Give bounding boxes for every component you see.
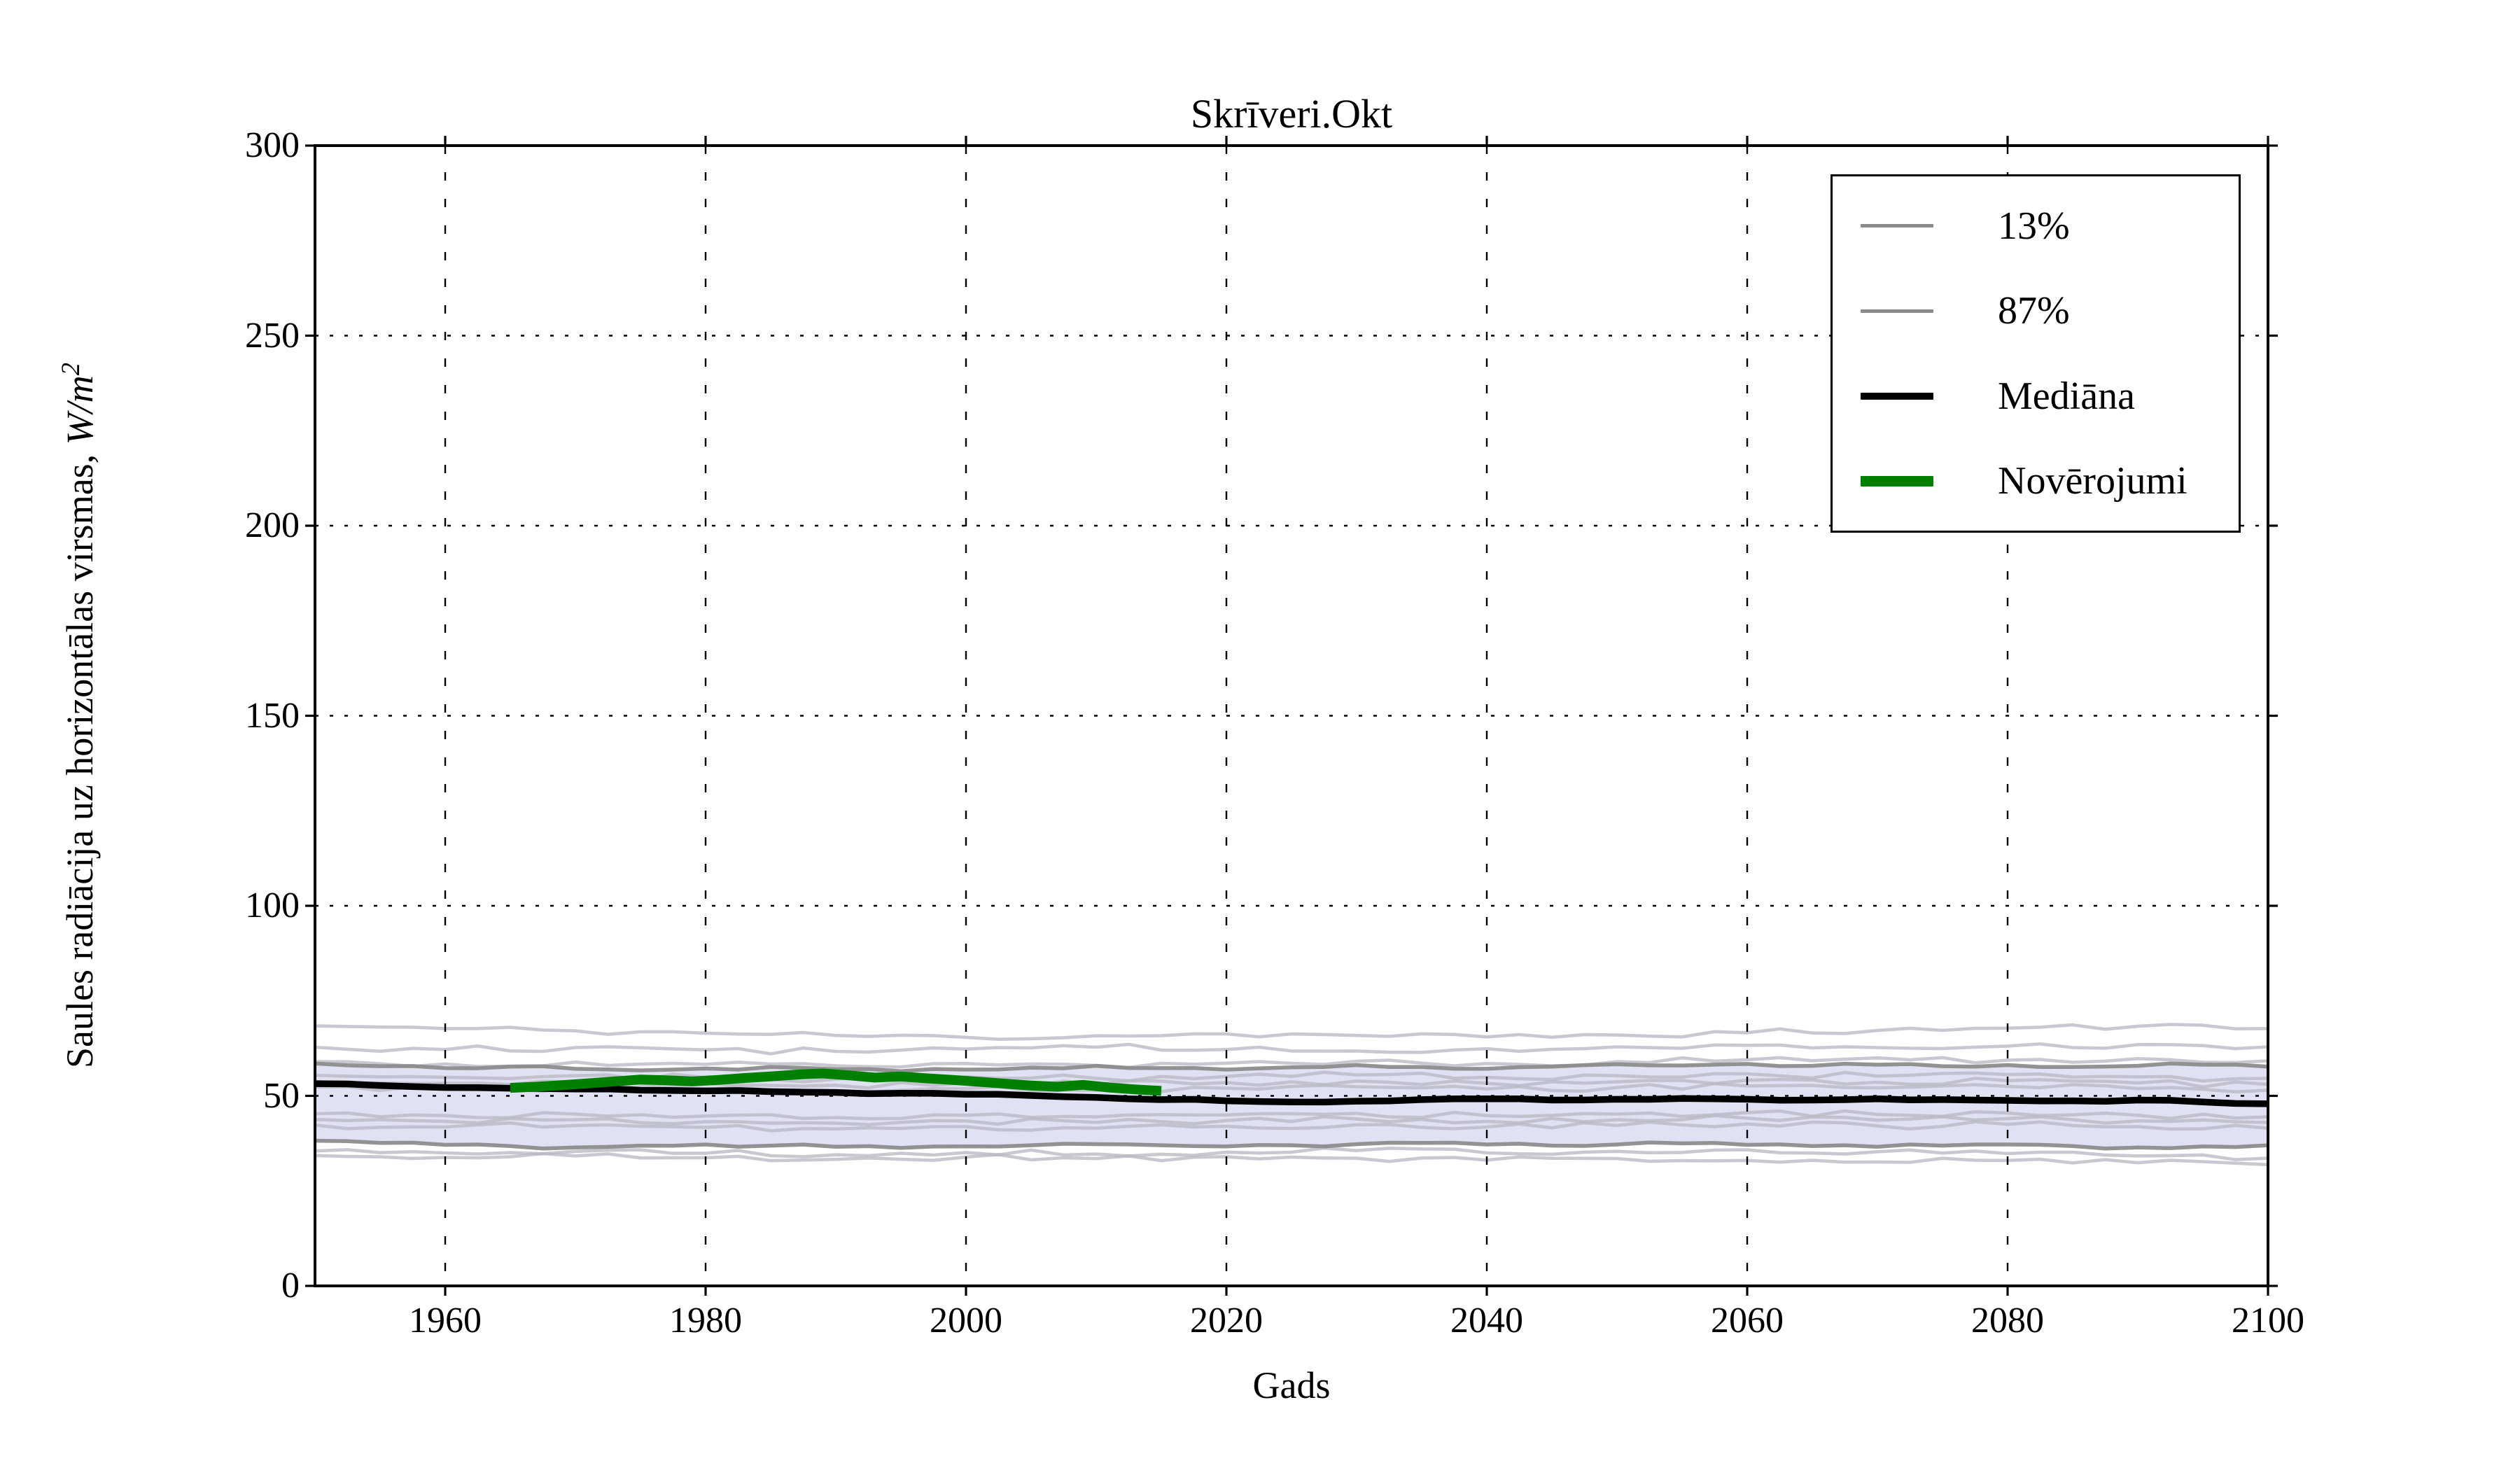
legend-item-87pct: 87%: [1861, 290, 2239, 332]
axis-ticks: [305, 136, 2278, 1296]
legend-line-sample-noverojumi: [1861, 475, 1933, 486]
x-tick-label: 2000: [930, 1301, 1002, 1340]
legend-line-sample-mediana: [1861, 392, 1933, 400]
legend-label-noverojumi: Novērojumi: [1998, 459, 2188, 503]
chart-title: Skrīveri.Okt: [1190, 91, 1393, 136]
legend-line-sample-13pct: [1861, 224, 1933, 228]
percentile-13-line: [315, 1138, 2268, 1151]
ensemble-member-line-8: [315, 1120, 2268, 1133]
legend-label-87pct: 87%: [1998, 289, 2070, 333]
legend-label-mediana: Mediāna: [1998, 374, 2135, 418]
ensemble-member-line-2: [315, 1056, 2268, 1070]
observations-line: [510, 1068, 1162, 1096]
y-tick-label: 300: [245, 125, 300, 165]
legend-line-sample-87pct: [1861, 309, 1933, 313]
x-tick-label: 2080: [1971, 1301, 2044, 1340]
legend-item-noverojumi: Novērojumi: [1861, 460, 2239, 502]
x-tick-label: 2040: [1450, 1301, 1523, 1340]
x-tick-label: 2060: [1711, 1301, 1784, 1340]
legend-label-13pct: 13%: [1998, 204, 2070, 248]
x-tick-label: 1960: [409, 1301, 482, 1340]
ensemble-member-line-0: [315, 1023, 2268, 1041]
ensemble-member-line-10: [315, 1152, 2268, 1167]
y-tick-label: 50: [263, 1075, 300, 1116]
y-tick-label: 200: [245, 505, 300, 545]
x-tick-label: 2100: [2232, 1301, 2304, 1340]
y-tick-label: 100: [245, 886, 300, 925]
x-tick-label: 2020: [1190, 1301, 1263, 1340]
y-tick-label: 250: [245, 315, 300, 356]
ensemble-member-line-9: [315, 1146, 2268, 1161]
ensemble-member-line-7: [315, 1114, 2268, 1126]
median-line: [315, 1080, 2268, 1107]
legend: 13% 87% Mediāna Novērojumi: [1830, 174, 2241, 533]
y-axis-unit: W/m: [59, 375, 101, 445]
x-tick-label: 1980: [669, 1301, 742, 1340]
band-and-ensemble-layer: [315, 1023, 2268, 1167]
y-tick-label: 150: [245, 695, 300, 736]
x-axis-label: Gads: [1252, 1364, 1331, 1406]
y-axis-label-text: Saules radiācija uz horizontālas virsmas…: [59, 444, 101, 1069]
y-tick-label: 0: [281, 1266, 300, 1306]
percentile-87-line: [315, 1061, 2268, 1073]
legend-item-13pct: 13%: [1861, 205, 2239, 247]
ensemble-member-line-1: [315, 1042, 2268, 1056]
y-axis-label: Saules radiācija uz horizontālas virsmas…: [55, 363, 102, 1068]
legend-item-mediana: Mediāna: [1861, 375, 2239, 417]
y-axis-unit-exponent: 2: [56, 362, 85, 376]
data-lines-layer: [315, 1068, 2268, 1107]
